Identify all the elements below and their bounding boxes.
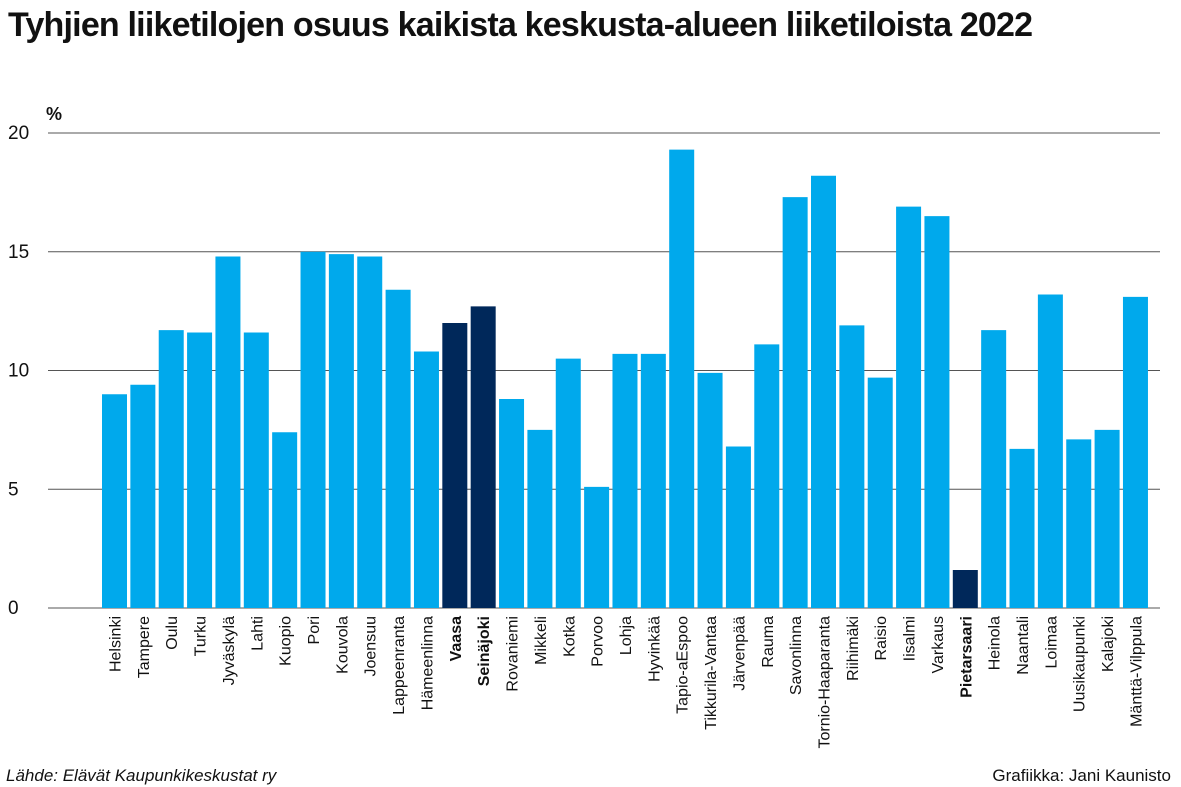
x-tick-label-joensuu: Joensuu [363,616,380,677]
x-tick-label-kalajoki: Kalajoki [1100,616,1117,672]
x-tick-label-lohja: Lohja [618,616,635,655]
y-axis-unit: % [46,104,63,124]
x-tick-label-rovaniemi: Rovaniemi [505,616,522,692]
bar-varkaus [924,216,950,608]
bar-iisalmi [896,206,922,608]
x-tick-label-pori: Pori [306,616,323,644]
bar-lappeenranta [385,289,411,608]
x-tick-label-helsinki: Helsinki [108,616,125,672]
bar-loimaa [1037,294,1063,608]
bar-turku [187,332,213,608]
bar-heinola [981,330,1007,608]
bar-järvenpää [725,446,751,608]
bar-mänttä-vilppula [1122,296,1148,608]
bar-lohja [612,353,638,608]
x-tick-label-oulu: Oulu [164,616,181,650]
x-tick-label-seinäjoki: Seinäjoki [476,616,493,686]
x-tick-label-tampere: Tampere [136,616,153,678]
bar-uusikaupunki [1066,439,1092,608]
bar-kotka [555,358,581,608]
bar-naantali [1009,448,1035,608]
page-title: Tyhjien liiketilojen osuus kaikista kesk… [8,6,1033,44]
x-tick-label-jyväskylä: Jyväskylä [221,616,238,685]
x-tick-label-tornio-haaparanta: Tornio-Haaparanta [817,616,834,749]
source-note: Lähde: Elävät Kaupunkikeskustat ry [6,766,277,785]
x-tick-label-naantali: Naantali [1015,616,1032,675]
bar-raisio [867,377,893,608]
bar-vaasa [442,323,468,608]
x-tick-label-hämeenlinna: Hämeenlinna [419,616,436,710]
bar-savonlinna [782,197,808,608]
y-tick-label-5: 5 [8,479,19,500]
bar-riihimäki [839,325,865,608]
bar-pietarsaari [952,570,978,608]
bar-porvoo [584,486,610,608]
x-tick-label-rauma: Rauma [760,616,777,668]
bar-jyväskylä [215,256,241,608]
bar-tapio-aespoo [669,149,695,608]
x-tick-label-iisalmi: Iisalmi [902,616,919,661]
bar-lahti [243,332,269,608]
bar-rovaniemi [499,399,525,608]
x-tick-label-savonlinna: Savonlinna [788,616,805,695]
y-tick-label-20: 20 [8,123,29,144]
y-tick-label-10: 10 [8,361,29,382]
x-tick-label-raisio: Raisio [873,616,890,661]
x-tick-label-vaasa: Vaasa [448,616,465,661]
x-tick-label-hyvinkää: Hyvinkää [646,616,663,682]
bar-helsinki [102,394,127,608]
x-tick-label-riihimäki: Riihimäki [845,616,862,681]
graphics-credit: Grafiikka: Jani Kaunisto [992,766,1171,785]
x-tick-label-mänttä-vilppula: Mänttä-Vilppula [1128,616,1145,727]
x-tick-label-tikkurila-vantaa: Tikkurila-Vantaa [703,616,720,730]
bar-kalajoki [1094,429,1120,608]
bar-kouvola [328,254,354,608]
x-tick-label-uusikaupunki: Uusikaupunki [1072,616,1089,712]
x-tick-label-varkaus: Varkaus [930,616,947,674]
bar-joensuu [357,256,383,608]
x-tick-label-turku: Turku [193,616,210,656]
bar-rauma [754,344,780,608]
x-tick-label-porvoo: Porvoo [590,616,607,667]
x-tick-label-lappeenranta: Lappeenranta [391,616,408,715]
bar-mikkeli [527,429,553,608]
x-tick-label-pietarsaari: Pietarsaari [958,616,975,698]
bar-hyvinkää [640,353,666,608]
bar-oulu [158,330,184,608]
x-tick-label-heinola: Heinola [987,616,1004,670]
x-tick-label-kouvola: Kouvola [334,616,351,674]
x-tick-label-kuopio: Kuopio [278,616,295,666]
bar-tampere [130,384,156,608]
x-tick-label-kotka: Kotka [561,616,578,657]
bar-seinäjoki [470,306,496,608]
bar-pori [300,251,326,608]
y-tick-label-15: 15 [8,242,29,263]
bar-tikkurila-vantaa [697,372,723,608]
x-tick-label-mikkeli: Mikkeli [533,616,550,665]
bar-hämeenlinna [413,351,439,608]
bar-kuopio [272,432,298,608]
y-tick-label-0: 0 [8,598,19,619]
x-tick-label-lahti: Lahti [249,616,266,651]
x-tick-label-järvenpää: Järvenpää [731,616,748,691]
bar-tornio-haaparanta [811,175,836,608]
x-tick-label-tapio-aespoo: Tapio-aEspoo [675,616,692,714]
x-tick-label-loimaa: Loimaa [1043,616,1060,669]
